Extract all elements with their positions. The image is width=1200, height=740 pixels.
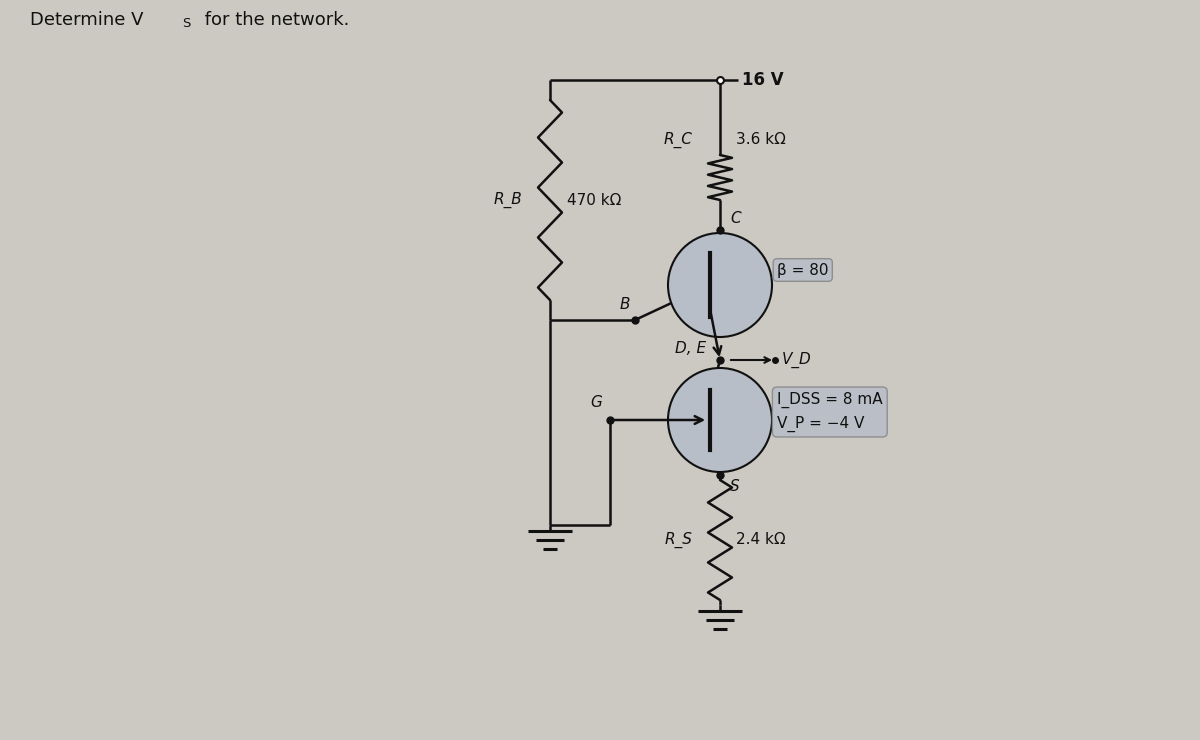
Text: R_B: R_B (493, 192, 522, 208)
Text: Determine V: Determine V (30, 11, 144, 29)
Text: G: G (590, 395, 602, 410)
Text: C: C (730, 211, 740, 226)
Text: D, E: D, E (674, 341, 706, 356)
Text: V_D: V_D (782, 352, 811, 368)
Text: S: S (182, 16, 191, 30)
Text: 470 kΩ: 470 kΩ (568, 192, 622, 207)
Text: R_C: R_C (664, 132, 692, 147)
Text: 3.6 kΩ: 3.6 kΩ (736, 132, 786, 147)
Text: S: S (730, 479, 739, 494)
Text: for the network.: for the network. (199, 11, 349, 29)
Text: 16 V: 16 V (742, 71, 784, 89)
Text: 2.4 kΩ: 2.4 kΩ (736, 533, 786, 548)
Text: I_DSS = 8 mA
V_P = −4 V: I_DSS = 8 mA V_P = −4 V (778, 391, 883, 432)
Text: R_S: R_S (664, 532, 692, 548)
Circle shape (668, 233, 772, 337)
Circle shape (668, 368, 772, 472)
Text: β = 80: β = 80 (778, 263, 828, 278)
Text: B: B (619, 297, 630, 312)
